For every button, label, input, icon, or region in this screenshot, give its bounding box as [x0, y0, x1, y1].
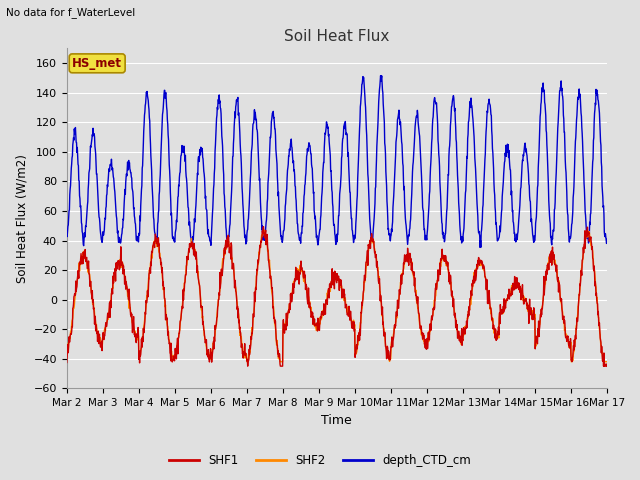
SHF2	[243, 359, 251, 365]
X-axis label: Time: Time	[321, 414, 352, 427]
SHF1	[243, 357, 251, 362]
depth_CTD_cm	[603, 237, 611, 242]
SHF1	[603, 363, 611, 369]
SHF1	[260, 224, 268, 229]
Title: Soil Heat Flux: Soil Heat Flux	[284, 29, 390, 44]
SHF2	[540, 293, 547, 299]
SHF2	[244, 359, 252, 365]
SHF2	[492, 332, 500, 338]
SHF1	[244, 363, 252, 369]
SHF2	[183, 262, 191, 268]
depth_CTD_cm	[243, 228, 251, 233]
Text: No data for f_WaterLevel: No data for f_WaterLevel	[6, 7, 136, 18]
depth_CTD_cm	[421, 233, 429, 239]
Line: SHF2: SHF2	[67, 230, 607, 362]
SHF2	[260, 227, 268, 233]
Line: depth_CTD_cm: depth_CTD_cm	[67, 76, 607, 247]
SHF1	[170, 355, 177, 361]
SHF2	[421, 344, 429, 349]
depth_CTD_cm	[170, 238, 177, 243]
SHF1	[183, 253, 191, 259]
depth_CTD_cm	[492, 221, 500, 227]
Text: HS_met: HS_met	[72, 57, 122, 70]
SHF2	[63, 340, 70, 346]
SHF1	[492, 327, 500, 333]
depth_CTD_cm	[476, 244, 484, 250]
Legend: SHF1, SHF2, depth_CTD_cm: SHF1, SHF2, depth_CTD_cm	[164, 449, 476, 472]
depth_CTD_cm	[183, 181, 191, 187]
depth_CTD_cm	[63, 230, 70, 236]
SHF2	[170, 356, 177, 361]
SHF1	[63, 360, 70, 365]
Y-axis label: Soil Heat Flux (W/m2): Soil Heat Flux (W/m2)	[15, 154, 28, 283]
SHF2	[603, 359, 611, 365]
depth_CTD_cm	[377, 73, 385, 79]
SHF1	[421, 345, 429, 351]
SHF1	[540, 290, 547, 296]
Line: SHF1: SHF1	[67, 227, 607, 366]
depth_CTD_cm	[540, 89, 547, 95]
